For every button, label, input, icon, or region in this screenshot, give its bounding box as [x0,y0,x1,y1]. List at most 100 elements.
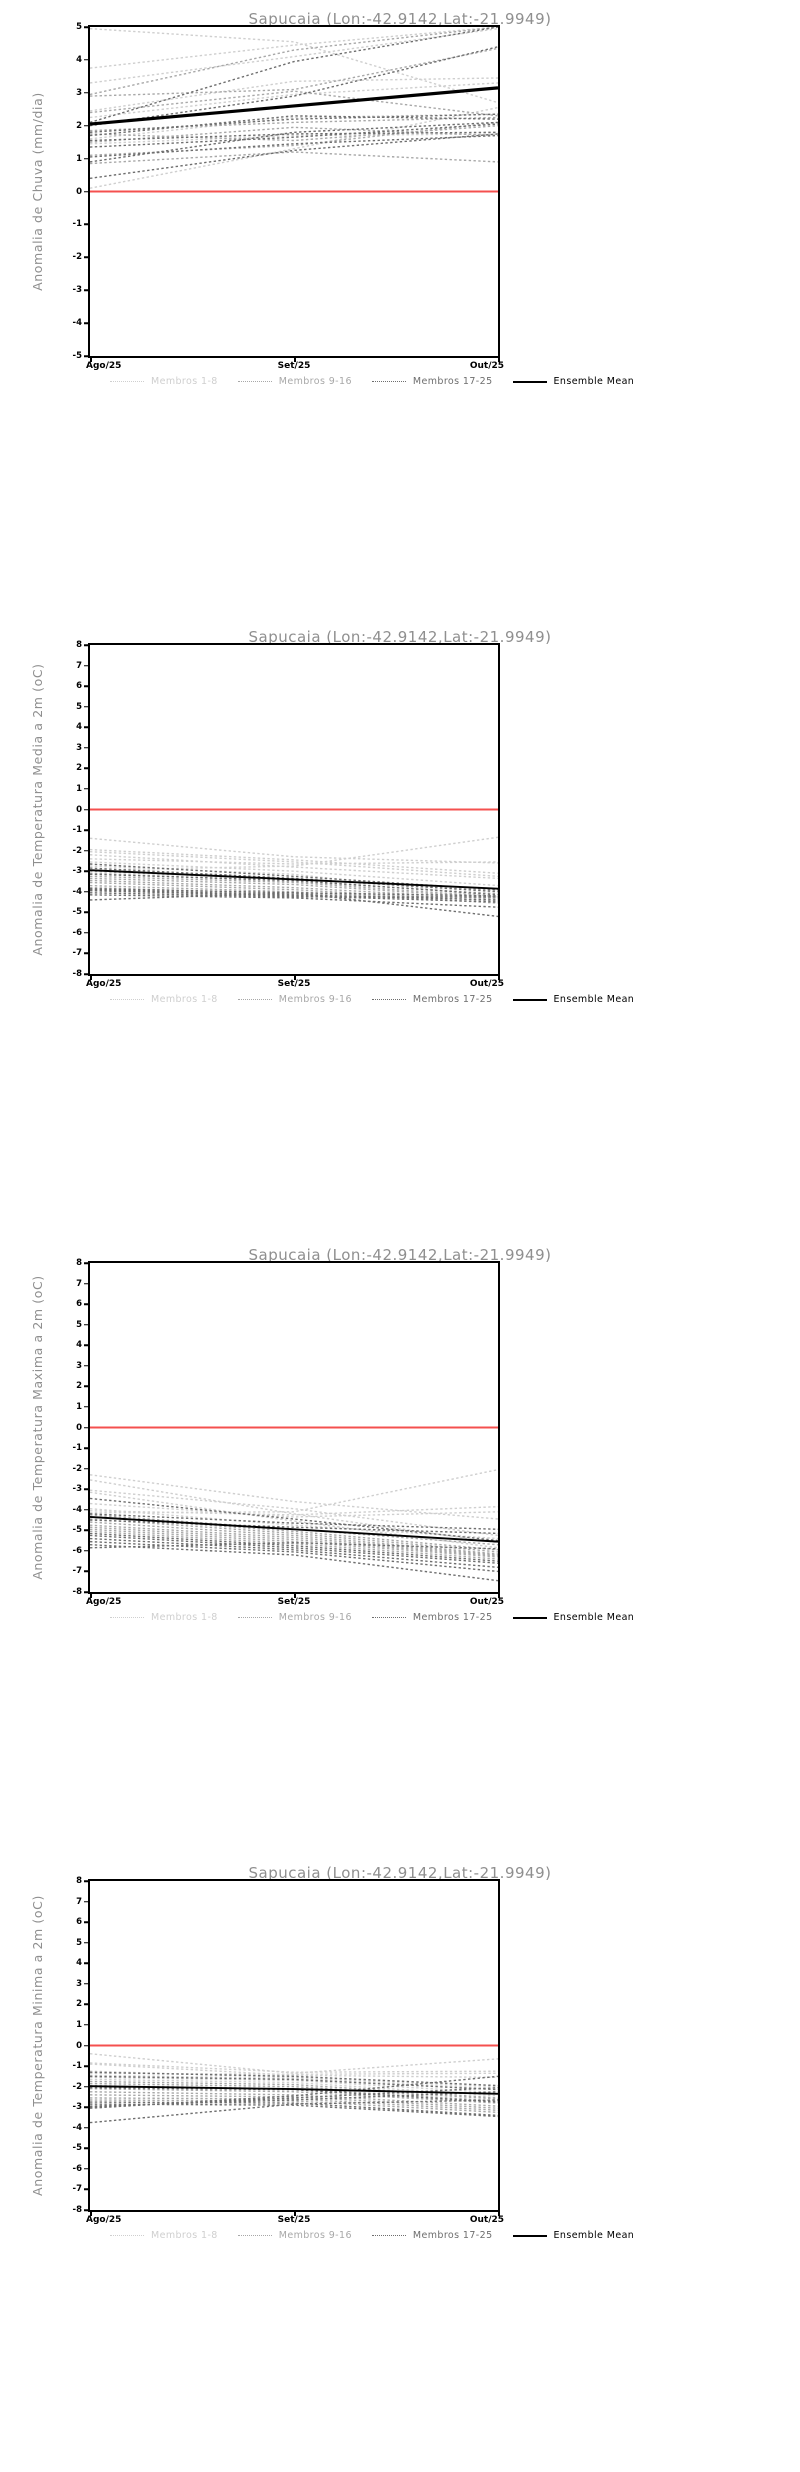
legend-item-3[interactable]: Membros 17-25 [371,376,493,387]
chart-title: Sapucaia (Lon:-42.9142,Lat:-21.9949) [248,10,552,28]
member-line [90,1479,498,1544]
member-line [90,873,498,896]
legend-swatch-icon [237,1617,272,1618]
legend-item-3[interactable]: Membros 17-25 [371,2230,493,2241]
y-axis-tick-mark [84,2024,89,2026]
y-axis-tick-label: 4 [76,722,82,733]
y-axis-tick-mark [84,157,89,160]
legend-label: Membros 17-25 [412,2230,493,2241]
member-line [90,875,498,898]
member-line [90,1519,498,1535]
y-axis-tick-mark [84,1962,89,1964]
legend-item-3[interactable]: Membros 17-25 [371,1612,493,1623]
member-line [90,2097,498,2111]
y-axis-tick-mark [84,322,89,324]
y-axis-tick-label: 0 [76,1422,82,1433]
y-axis-label: Anomalia de Chuva (mm/dia) [30,92,45,291]
legend-item-2[interactable]: Membros 9-16 [237,376,352,387]
x-axis-tick-label: Ago/25 [86,361,122,371]
legend-item-3[interactable]: Membros 17-25 [371,994,493,1005]
member-line [90,1521,498,1555]
legend-item-4[interactable]: Ensemble Mean [512,2230,635,2241]
member-line [90,850,498,878]
legend-swatch-icon [110,2235,144,2236]
member-line [90,121,498,163]
y-axis-tick-label: -4 [72,318,82,329]
y-axis-tick-label: -6 [72,1545,82,1556]
legend-item-1[interactable]: Membros 1-8 [110,1612,218,1623]
legend-item-2[interactable]: Membros 9-16 [237,994,352,1005]
x-axis-tick-label: Set/25 [277,979,311,989]
legend-item-4[interactable]: Ensemble Mean [512,994,635,1005]
y-axis-tick-mark [84,1406,89,1408]
y-axis-tick-label: 7 [76,1278,82,1289]
series-canvas [90,808,498,918]
member-line [90,2082,498,2100]
y-axis-tick-mark [84,849,89,852]
member-line [90,884,498,904]
plot-frame [88,1261,500,1594]
y-axis-tick-mark [84,891,89,893]
member-line [90,890,498,903]
member-line [90,837,498,864]
y-axis-tick-mark [84,1591,89,1593]
legend-item-2[interactable]: Membros 9-16 [237,2230,352,2241]
member-line [90,126,498,143]
y-axis-tick-mark [84,747,89,749]
y-axis-tick-mark [84,705,89,708]
y-axis-tick-mark [84,355,89,357]
ensemble-mean-line [90,869,498,890]
y-axis-tick-mark [84,190,89,193]
member-line [90,894,498,908]
y-axis-tick-label: -6 [72,2163,82,2174]
member-line [90,2071,498,2087]
legend-label: Membros 17-25 [412,376,493,387]
x-axis-tick-label: Ago/25 [86,1597,122,1607]
legend-item-1[interactable]: Membros 1-8 [110,994,218,1005]
legend-label: Membros 1-8 [151,1612,218,1623]
y-axis-tick-label: 1 [76,1401,82,1412]
ensemble-mean-line [90,1515,498,1543]
y-axis-tick-label: 3 [76,742,82,753]
legend-item-4[interactable]: Ensemble Mean [512,376,635,387]
y-axis-tick-mark [84,2188,89,2191]
y-axis-tick-mark [84,932,89,934]
member-line [90,1537,498,1569]
member-line [90,2101,498,2117]
member-line [90,848,498,874]
series-canvas [90,1426,498,1582]
chart-legend: Membros 1-8 Membros 9-16 Membros 17-25 Ense… [110,376,634,387]
y-axis-tick-mark [84,1262,89,1264]
x-axis-tick-label: Set/25 [277,2215,311,2225]
y-axis-tick-label: 0 [76,804,82,815]
y-axis-tick-mark [84,1529,89,1532]
y-axis-tick-label: 0 [76,186,82,197]
legend-item-1[interactable]: Membros 1-8 [110,376,218,387]
ensemble-mean-line [90,86,498,126]
member-line [90,1544,498,1582]
legend-item-4[interactable]: Ensemble Mean [512,1612,635,1623]
member-line [90,2063,498,2079]
y-axis-tick-label: -6 [72,927,82,938]
legend-swatch-icon [512,998,547,1001]
member-line [90,1534,498,1564]
y-axis-tick-label: 6 [76,1299,82,1310]
legend-item-2[interactable]: Membros 9-16 [237,1612,352,1623]
legend-swatch-icon [371,999,406,1000]
legend-swatch-icon [512,2234,547,2237]
y-axis-tick-mark [84,1467,89,1470]
chart-title: Sapucaia (Lon:-42.9142,Lat:-21.9949) [248,1864,552,1882]
y-axis-tick-label: 8 [76,1876,82,1886]
y-axis-tick-label: -1 [72,219,82,230]
y-axis-tick-label: -4 [72,2122,82,2133]
y-axis-tick-mark [84,808,89,811]
member-line [90,2074,498,2090]
y-axis-tick-mark [84,2065,89,2067]
y-axis-tick-mark [84,1880,89,1882]
y-axis-tick-mark [84,59,89,61]
y-axis-tick-label: -2 [72,1463,82,1474]
y-axis-tick-label: 5 [76,1937,82,1948]
legend-item-1[interactable]: Membros 1-8 [110,2230,218,2241]
y-axis-tick-mark [84,726,89,728]
legend-swatch-icon [110,381,144,382]
